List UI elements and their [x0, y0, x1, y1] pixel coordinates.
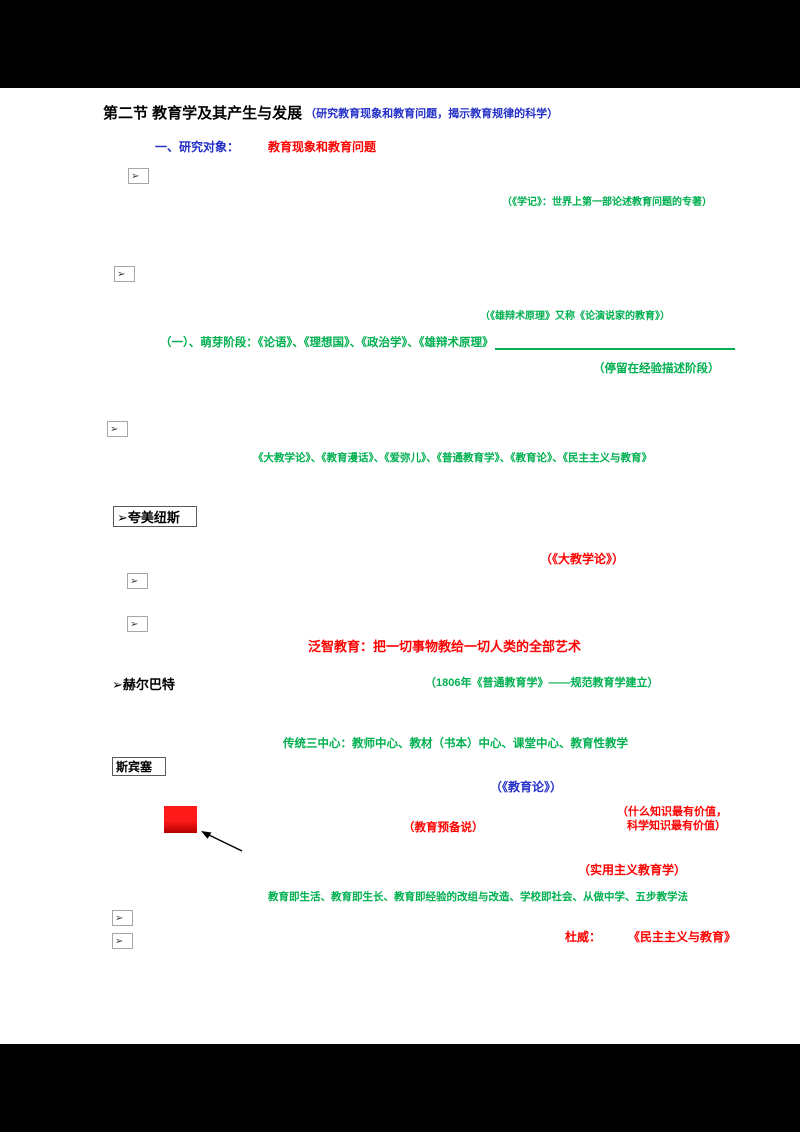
- bullet-arrow-icon: ➢: [112, 933, 133, 949]
- bullet-arrow-icon: ➢: [128, 168, 149, 184]
- dewey-work-note: 《民主主义与教育》: [628, 930, 737, 944]
- fill-in-line: [495, 348, 735, 350]
- mengya-feature-note: （停留在经验描述阶段）: [593, 363, 720, 375]
- bullet-arrow-icon: ➢: [107, 421, 128, 437]
- pragmatism-note: （实用主义教育学）: [578, 863, 687, 877]
- herbart-work-note: （1806年《普通教育学》——规范教育学建立）: [425, 677, 659, 689]
- spencer-box: 斯宾塞: [112, 757, 166, 776]
- document-page: [0, 88, 800, 1044]
- works-list: 《大教学论》、《教育漫话》、《爱弥儿》、《普通教育学》、《教育论》、《民主主义与…: [253, 452, 652, 464]
- bullet-arrow-icon: ➢: [127, 573, 148, 589]
- mengya-stage-line: （一）、萌芽阶段：《论语》、《理想国》、《政治学》、《雄辩术原理》: [160, 337, 494, 349]
- spencer-question-note-line2: 科学知识最有价值）: [627, 820, 726, 832]
- arrow-annotation: [201, 831, 243, 852]
- quintilian-note: （《雄辩术原理》又称《论演说家的教育》）: [480, 311, 670, 322]
- section-heading-title: 第二节 教育学及其产生与发展: [103, 105, 303, 122]
- research-object-answer: 教育现象和教育问题: [268, 140, 377, 154]
- dewey-points-list: 教育即生活、教育即生长、教育即经验的改组与改造、学校即社会、从做中学、五步教学法: [268, 891, 688, 903]
- comenius-box: ➢夸美纽斯: [113, 506, 197, 527]
- herbart-points-list: 传统三中心：教师中心、教材（书本）中心、课堂中心、教育性教学: [283, 738, 628, 750]
- red-highlight-box: [164, 806, 197, 833]
- education-preparation-note: （教育预备说）: [403, 822, 484, 834]
- bullet-arrow-icon: ➢: [112, 910, 133, 926]
- comenius-work-note: （《大教学论》）: [540, 552, 625, 566]
- herbart-label: ➢赫尔巴特: [112, 677, 175, 692]
- dewey-label: 杜威：: [565, 930, 602, 944]
- research-object-heading: 一、研究对象：: [155, 140, 240, 154]
- bullet-arrow-icon: ➢: [114, 266, 135, 282]
- spencer-work-note: （《教育论》）: [490, 780, 563, 794]
- section-heading: 第二节 教育学及其产生与发展 （研究教育现象和教育问题，揭示教育规律的科学）: [103, 102, 558, 123]
- bullet-arrow-icon: ➢: [127, 616, 148, 632]
- section-heading-annotation: （研究教育现象和教育问题，揭示教育规律的科学）: [305, 108, 559, 120]
- fanzhi-education-note: 泛智教育：把一切事物教给一切人类的全部艺术: [308, 639, 582, 654]
- spencer-question-note-line1: （什么知识最有价值，: [617, 806, 727, 818]
- xueji-note: （《学记》：世界上第一部论述教育问题的专著）: [502, 197, 712, 208]
